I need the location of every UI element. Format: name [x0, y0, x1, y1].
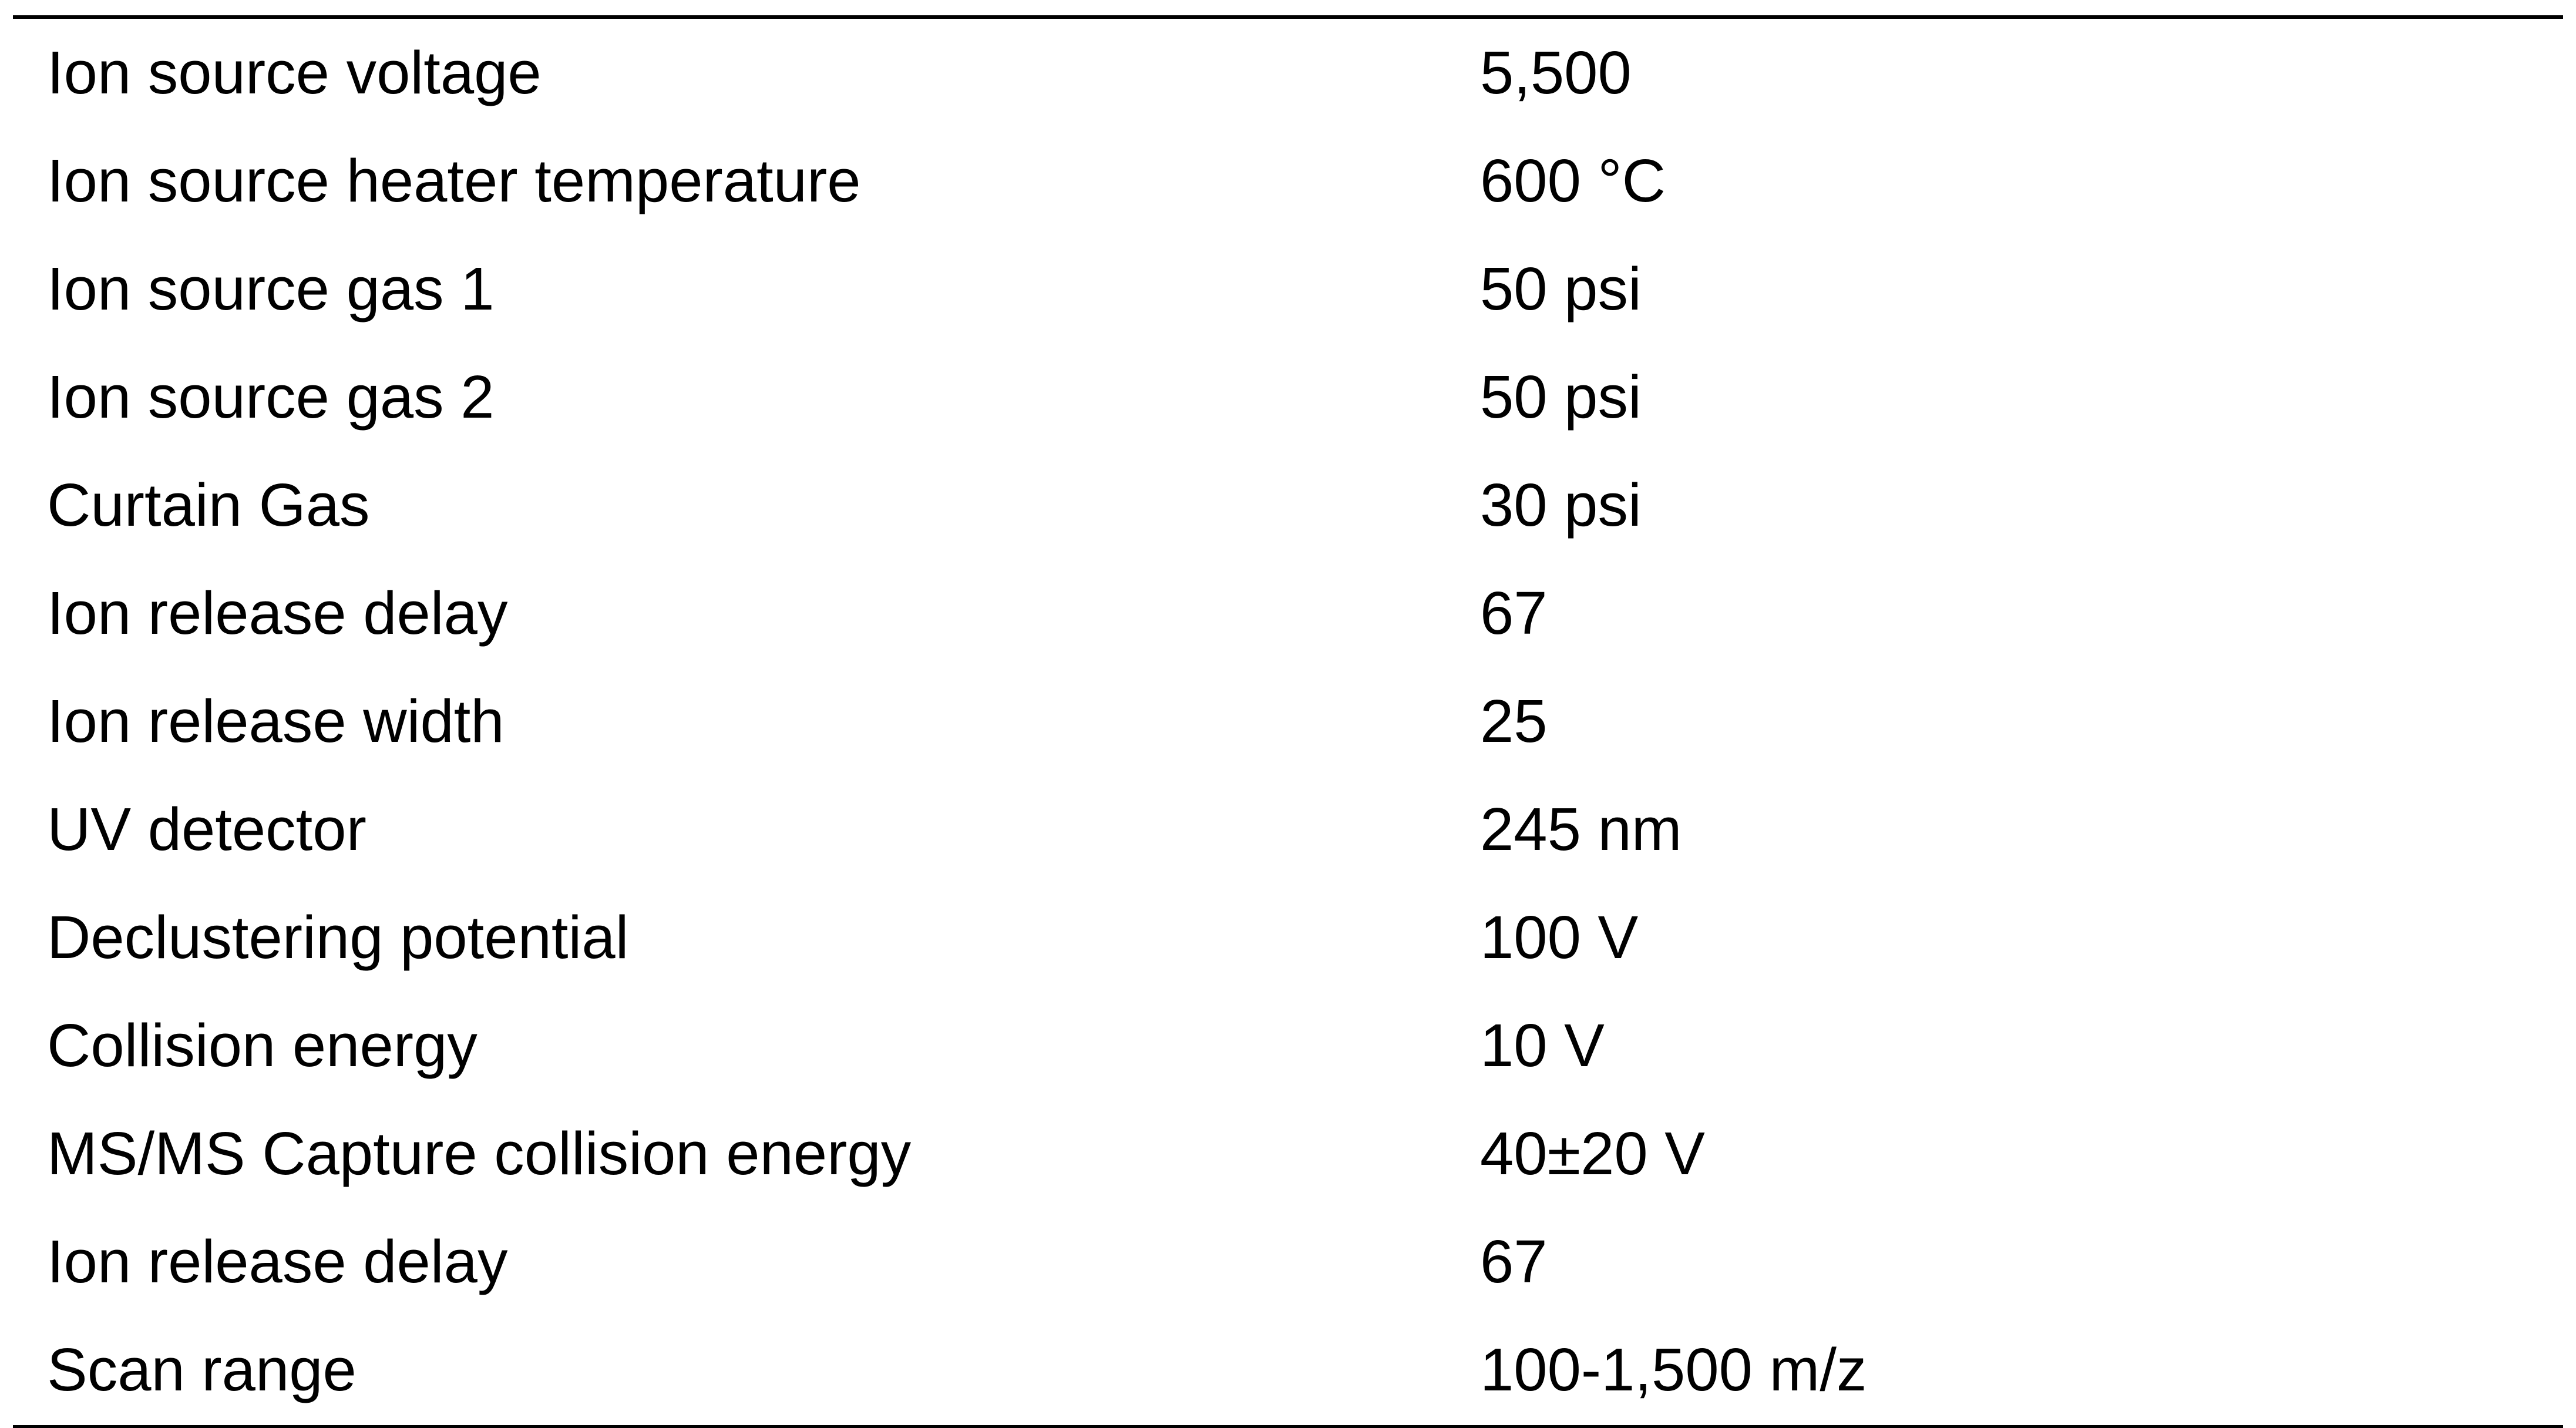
table-bottom-rule: [13, 1425, 2563, 1428]
parameter-value: 5,500: [1480, 39, 1632, 106]
parameter-value: 100 V: [1480, 903, 1639, 971]
table-row: Ion source gas 1 50 psi: [0, 235, 2576, 343]
parameters-table: Ion source voltage 5,500 Ion source heat…: [0, 19, 2576, 1425]
parameter-value: 30 psi: [1480, 471, 1642, 539]
parameter-value: 67: [1480, 1228, 1548, 1295]
table-row: Curtain Gas 30 psi: [0, 451, 2576, 559]
parameter-value: 245 nm: [1480, 795, 1682, 863]
parameter-label: Ion release delay: [47, 579, 508, 647]
parameter-label: Ion source voltage: [47, 39, 542, 106]
parameter-label: Ion source gas 1: [47, 255, 495, 322]
parameter-value: 50 psi: [1480, 255, 1642, 322]
parameter-value: 40±20 V: [1480, 1120, 1705, 1187]
table-row: Ion source voltage 5,500: [0, 19, 2576, 127]
parameter-value: 25: [1480, 687, 1548, 755]
parameter-label: Ion source gas 2: [47, 363, 495, 431]
parameter-label: UV detector: [47, 795, 366, 863]
parameter-value: 600 °C: [1480, 147, 1666, 214]
table-row: Scan range 100-1,500 m/z: [0, 1316, 2576, 1424]
parameter-label: Scan range: [47, 1336, 357, 1403]
table-row: MS/MS Capture collision energy 40±20 V: [0, 1100, 2576, 1208]
parameter-label: Collision energy: [47, 1012, 477, 1079]
table-row: UV detector 245 nm: [0, 775, 2576, 883]
parameter-value: 10 V: [1480, 1012, 1605, 1079]
table-row: Collision energy 10 V: [0, 992, 2576, 1100]
table-row: Ion release delay 67: [0, 559, 2576, 667]
parameter-value: 50 psi: [1480, 363, 1642, 431]
table-row: Ion source gas 2 50 psi: [0, 343, 2576, 451]
parameter-label: Declustering potential: [47, 903, 629, 971]
parameter-value: 100-1,500 m/z: [1480, 1336, 1867, 1403]
parameter-value: 67: [1480, 579, 1548, 647]
table-row: Ion release delay 67: [0, 1208, 2576, 1316]
parameter-label: MS/MS Capture collision energy: [47, 1120, 912, 1187]
table-row: Ion source heater temperature 600 °C: [0, 127, 2576, 235]
parameter-label: Ion release delay: [47, 1228, 508, 1295]
parameter-label: Curtain Gas: [47, 471, 370, 539]
table-row: Declustering potential 100 V: [0, 883, 2576, 992]
table-row: Ion release width 25: [0, 667, 2576, 775]
parameter-label: Ion release width: [47, 687, 505, 755]
table-top-rule: [13, 15, 2563, 19]
parameter-label: Ion source heater temperature: [47, 147, 861, 214]
